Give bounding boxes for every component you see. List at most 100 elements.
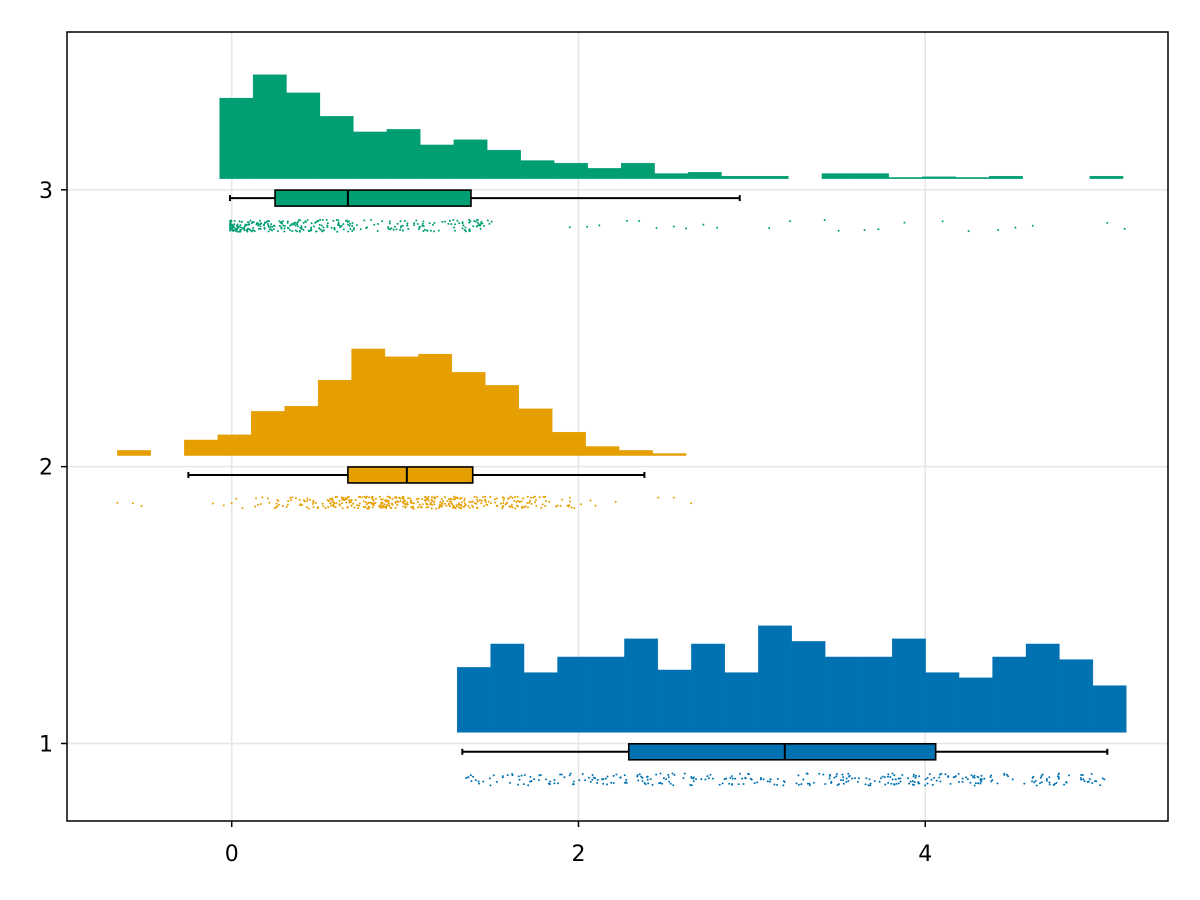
rain-point (381, 505, 384, 508)
rain-point (235, 229, 238, 232)
rain-point (493, 498, 496, 501)
rain-point (486, 219, 489, 222)
rain-point (338, 503, 341, 506)
rain-point (340, 224, 343, 227)
rain-point (385, 505, 388, 508)
rain-point (344, 497, 347, 500)
rain-point (346, 223, 349, 226)
rain-point (572, 780, 575, 783)
rain-point (275, 502, 278, 505)
rain-point (239, 226, 242, 229)
rain-point (425, 502, 428, 505)
rain-point (980, 778, 983, 781)
rain-point (370, 218, 373, 221)
rain-point (289, 496, 292, 499)
rain-point (459, 497, 462, 500)
rain-point (321, 230, 324, 233)
rain-point (842, 779, 845, 782)
rain-point (334, 496, 337, 499)
histogram-bar (117, 450, 151, 456)
rain-point (953, 776, 956, 779)
rain-point (131, 502, 134, 505)
rain-point (966, 778, 969, 781)
rain-point (364, 505, 367, 508)
rain-point (404, 499, 407, 502)
rain-point (924, 784, 927, 787)
rain-point (333, 502, 336, 505)
rain-point (842, 782, 845, 785)
rain-point (385, 507, 388, 510)
histogram-bar (1025, 643, 1060, 733)
rain-point (429, 229, 432, 232)
rain-point (673, 773, 676, 776)
rain-point (437, 229, 440, 232)
rain-point (672, 496, 675, 499)
rain-point (1057, 777, 1060, 780)
rain-point (979, 782, 982, 785)
rain-point (544, 778, 547, 781)
rain-point (255, 223, 258, 226)
rain-point (1041, 773, 1044, 776)
rain-point (476, 218, 479, 221)
rain-point (306, 499, 309, 502)
rain-point (837, 783, 840, 786)
rain-point (833, 776, 836, 779)
histogram-bar (384, 356, 419, 456)
rain-point (351, 222, 354, 225)
rain-point (938, 776, 941, 779)
rain-point (766, 780, 769, 783)
rain-point (236, 223, 239, 226)
rain-point (508, 781, 511, 784)
rain-point (516, 783, 519, 786)
rain-point (431, 496, 434, 499)
rain-point (474, 779, 477, 782)
rain-point (399, 229, 402, 232)
rain-point (326, 226, 329, 229)
rain-point (857, 777, 860, 780)
rain-point (538, 774, 541, 777)
rain-point (330, 226, 333, 229)
rain-point (571, 783, 574, 786)
rain-point (468, 221, 471, 224)
rain-point (1039, 776, 1042, 779)
rain-point (878, 780, 881, 783)
rain-point (581, 772, 584, 775)
rain-point (1011, 778, 1014, 781)
rain-point (452, 498, 455, 501)
rain-point (606, 783, 609, 786)
rain-point (488, 222, 491, 225)
rain-point (508, 505, 511, 508)
rain-point (487, 500, 490, 503)
rain-point (612, 774, 615, 777)
rain-point (354, 498, 357, 501)
rain-point (389, 506, 392, 509)
rain-point (913, 783, 916, 786)
rain-point (417, 497, 420, 500)
rain-point (456, 219, 459, 222)
rain-point (342, 223, 345, 226)
rain-point (528, 501, 531, 504)
rain-point (647, 782, 650, 785)
rain-point (768, 227, 771, 230)
rain-point (468, 501, 471, 504)
rain-point (501, 507, 504, 510)
rain-point (692, 780, 695, 783)
rain-point (672, 784, 675, 787)
rain-point (669, 782, 672, 785)
rain-point (472, 775, 475, 778)
rain-point (709, 773, 712, 776)
rain-point (237, 226, 240, 229)
rain-point (516, 495, 519, 498)
rain-point (692, 777, 695, 780)
rain-point (729, 777, 732, 780)
histogram-bar (922, 176, 956, 179)
rain-point (371, 506, 374, 509)
rain-point (463, 229, 466, 232)
rain-point (438, 503, 441, 506)
rain-point (435, 507, 438, 510)
rain-point (444, 502, 447, 505)
rain-point (911, 779, 914, 782)
rain-point (482, 505, 485, 508)
rain-point (365, 496, 368, 499)
rain-point (445, 504, 448, 507)
